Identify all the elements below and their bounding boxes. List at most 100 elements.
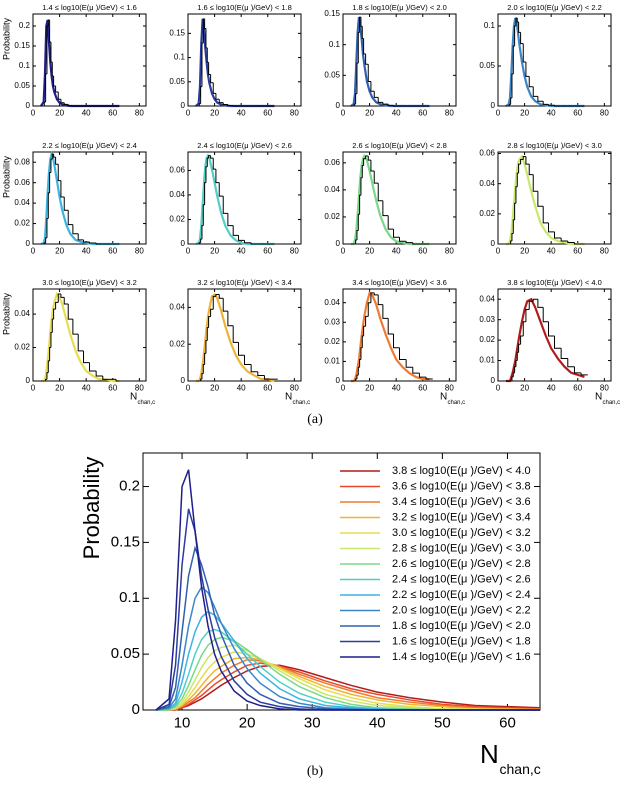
y-tick-label: 0.04 bbox=[169, 190, 185, 199]
histogram-bin bbox=[55, 86, 59, 93]
histogram-bin bbox=[208, 155, 211, 159]
histogram-bin bbox=[238, 235, 245, 241]
plot-frame bbox=[497, 151, 612, 245]
histogram-bin bbox=[532, 86, 538, 97]
panel-title: 3.4 ≤ log10(E(μ )/GeV) < 3.6 bbox=[352, 278, 447, 287]
x-tick-label: 40 bbox=[392, 108, 401, 117]
legend-label: 1.4 ≤ log10(E(μ )/GeV) < 1.6 bbox=[392, 651, 531, 663]
histogram-bin bbox=[528, 164, 534, 176]
x-axis-label: N bbox=[480, 739, 499, 769]
histogram-bin bbox=[387, 215, 394, 230]
y-tick-label: 0.05 bbox=[14, 81, 30, 90]
x-axis-label-sub: chan,c bbox=[500, 761, 541, 777]
y-tick-label: 0.2 bbox=[19, 21, 31, 30]
y-tick-label: 0.05 bbox=[111, 645, 140, 662]
x-tick-label: 60 bbox=[418, 246, 427, 255]
histogram-bin bbox=[560, 348, 568, 360]
fit-curve bbox=[505, 297, 585, 383]
plot-frame bbox=[342, 151, 457, 245]
x-tick-label: 80 bbox=[135, 383, 144, 392]
y-tick-label: 0.02 bbox=[169, 339, 185, 348]
x-tick-label: 40 bbox=[547, 246, 556, 255]
histogram-bin bbox=[573, 366, 582, 374]
y-tick-label: 0.04 bbox=[479, 179, 495, 188]
histogram-bin bbox=[377, 97, 383, 103]
plot-frame bbox=[497, 288, 612, 382]
histogram-bin bbox=[204, 18, 206, 30]
fit-curve bbox=[350, 153, 430, 246]
y-tick-label: 0.03 bbox=[324, 317, 340, 326]
x-tick-label: 40 bbox=[237, 383, 246, 392]
histogram-bin bbox=[516, 351, 519, 361]
histogram-bin bbox=[357, 213, 360, 231]
histogram-bin bbox=[53, 76, 56, 87]
histogram-bin bbox=[201, 42, 204, 87]
histogram-bin bbox=[60, 180, 65, 198]
y-tick-label: 0.06 bbox=[479, 149, 495, 158]
histogram-bin bbox=[542, 307, 549, 323]
histogram-bin bbox=[215, 294, 220, 297]
histogram-bin bbox=[525, 156, 530, 165]
histogram-bin bbox=[355, 378, 357, 381]
histogram-bin bbox=[47, 360, 50, 373]
panel-title: 3.2 ≤ log10(E(μ )/GeV) < 3.4 bbox=[197, 278, 292, 287]
histogram-bin bbox=[210, 308, 214, 317]
x-tick-label: 60 bbox=[108, 108, 117, 117]
histogram-bin bbox=[554, 231, 562, 239]
histogram-bin bbox=[567, 358, 575, 368]
histogram-bin bbox=[522, 321, 526, 337]
histogram-bin bbox=[363, 325, 366, 336]
histogram-bin bbox=[373, 91, 379, 98]
histogram-bin bbox=[520, 32, 524, 45]
histogram-bin bbox=[46, 217, 49, 238]
y-axis-label: Probability bbox=[1, 17, 11, 60]
y-tick-label: 0.02 bbox=[324, 337, 340, 346]
y-tick-label: 0.1 bbox=[174, 53, 186, 62]
histogram-bin bbox=[365, 53, 369, 65]
histogram-bin bbox=[542, 101, 549, 105]
histogram-bin bbox=[63, 297, 69, 305]
histogram-bin bbox=[67, 304, 73, 320]
histogram-bin bbox=[51, 62, 54, 77]
histogram-bin bbox=[405, 241, 413, 244]
y-tick-label: 0.2 bbox=[119, 477, 140, 494]
histogram-bin bbox=[208, 62, 211, 76]
histogram-bin bbox=[573, 242, 582, 245]
histogram-bin bbox=[412, 242, 420, 245]
panel-title: 2.4 ≤ log10(E(μ )/GeV) < 2.6 bbox=[197, 141, 292, 150]
y-tick-label: 0.01 bbox=[479, 356, 495, 365]
x-tick-label: 40 bbox=[547, 108, 556, 117]
x-tick-label: 40 bbox=[369, 714, 386, 731]
histogram-bin bbox=[518, 343, 521, 353]
histogram-bin bbox=[567, 240, 575, 243]
fit-curve bbox=[195, 293, 275, 383]
histogram-bin bbox=[387, 104, 394, 106]
histogram-bin bbox=[511, 232, 514, 241]
histogram-bin bbox=[355, 239, 357, 244]
histogram-bin bbox=[244, 240, 252, 244]
histogram-bin bbox=[516, 172, 519, 187]
y-tick-label: 0.04 bbox=[324, 298, 340, 307]
histogram-bin bbox=[232, 325, 239, 343]
histogram-bin bbox=[554, 105, 562, 107]
x-tick-label: 60 bbox=[263, 246, 272, 255]
histogram-bin bbox=[227, 213, 234, 227]
panel-title: 3.0 ≤ log10(E(μ )/GeV) < 3.2 bbox=[42, 278, 137, 287]
y-tick-label: 0.15 bbox=[324, 9, 340, 18]
x-axis-label: N bbox=[595, 392, 602, 403]
y-tick-label: 0.04 bbox=[14, 198, 30, 207]
y-tick-label: 0.06 bbox=[14, 178, 30, 187]
y-tick-label: 0 bbox=[26, 376, 31, 385]
histogram-bin bbox=[370, 292, 375, 303]
y-tick-label: 0.1 bbox=[484, 21, 496, 30]
x-tick-label: 0 bbox=[31, 108, 36, 117]
legend-label: 3.6 ≤ log10(E(μ )/GeV) < 3.8 bbox=[392, 480, 531, 492]
histogram-bin bbox=[528, 300, 534, 310]
histogram-bin bbox=[45, 237, 47, 243]
histogram-bin bbox=[518, 163, 521, 174]
histogram-bin bbox=[525, 308, 530, 322]
histogram-bin bbox=[232, 225, 239, 236]
y-tick-label: 0.04 bbox=[479, 294, 495, 303]
y-axis-label: Probability bbox=[79, 457, 104, 560]
x-tick-label: 60 bbox=[573, 246, 582, 255]
